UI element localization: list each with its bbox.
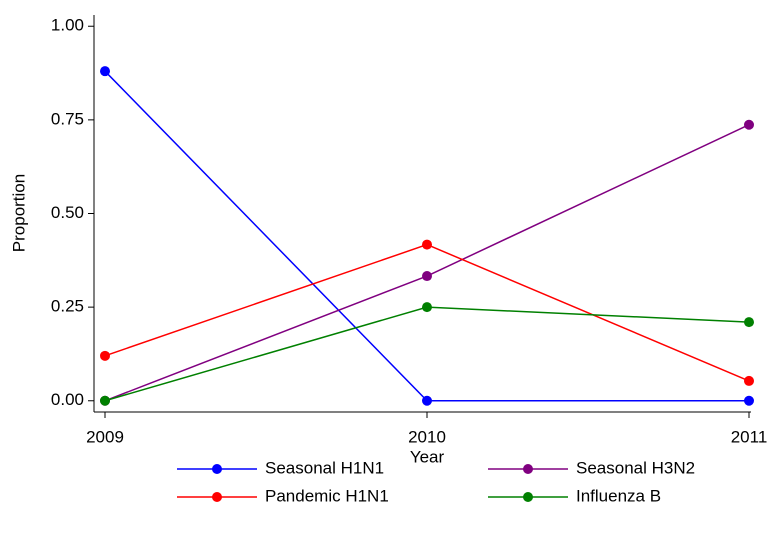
point [100, 350, 110, 361]
series-line [104, 124, 750, 402]
x-axis-title: Year [410, 447, 445, 466]
legend-marker [523, 464, 533, 474]
point [100, 395, 110, 406]
y-tick-label: 0.50 [51, 203, 84, 222]
legend-marker [212, 492, 222, 502]
point [744, 317, 754, 328]
y-tick-label: 0.75 [51, 109, 84, 128]
legend-marker [523, 492, 533, 502]
y-tick-label: 0.00 [51, 390, 84, 409]
point [744, 395, 754, 406]
legend-label: Seasonal H1N1 [265, 458, 384, 477]
series-line [104, 306, 750, 402]
point [422, 302, 432, 313]
series-line [104, 70, 749, 402]
point [100, 66, 110, 77]
legend-label: Pandemic H1N1 [265, 486, 389, 505]
point [744, 119, 754, 130]
legend-label: Influenza B [576, 486, 661, 505]
x-tick-label: 2011 [731, 427, 768, 446]
x-tick-label: 2009 [86, 427, 124, 446]
y-tick-label: 1.00 [51, 16, 84, 35]
point [422, 271, 432, 282]
legend-marker [212, 464, 222, 474]
point [744, 375, 754, 386]
x-tick-label: 2010 [408, 427, 446, 446]
y-axis-title: Proportion [9, 174, 28, 252]
legend-label: Seasonal H3N2 [576, 458, 695, 477]
point [422, 239, 432, 250]
series-line [104, 243, 750, 382]
point [422, 395, 432, 406]
y-tick-label: 0.25 [51, 297, 84, 316]
